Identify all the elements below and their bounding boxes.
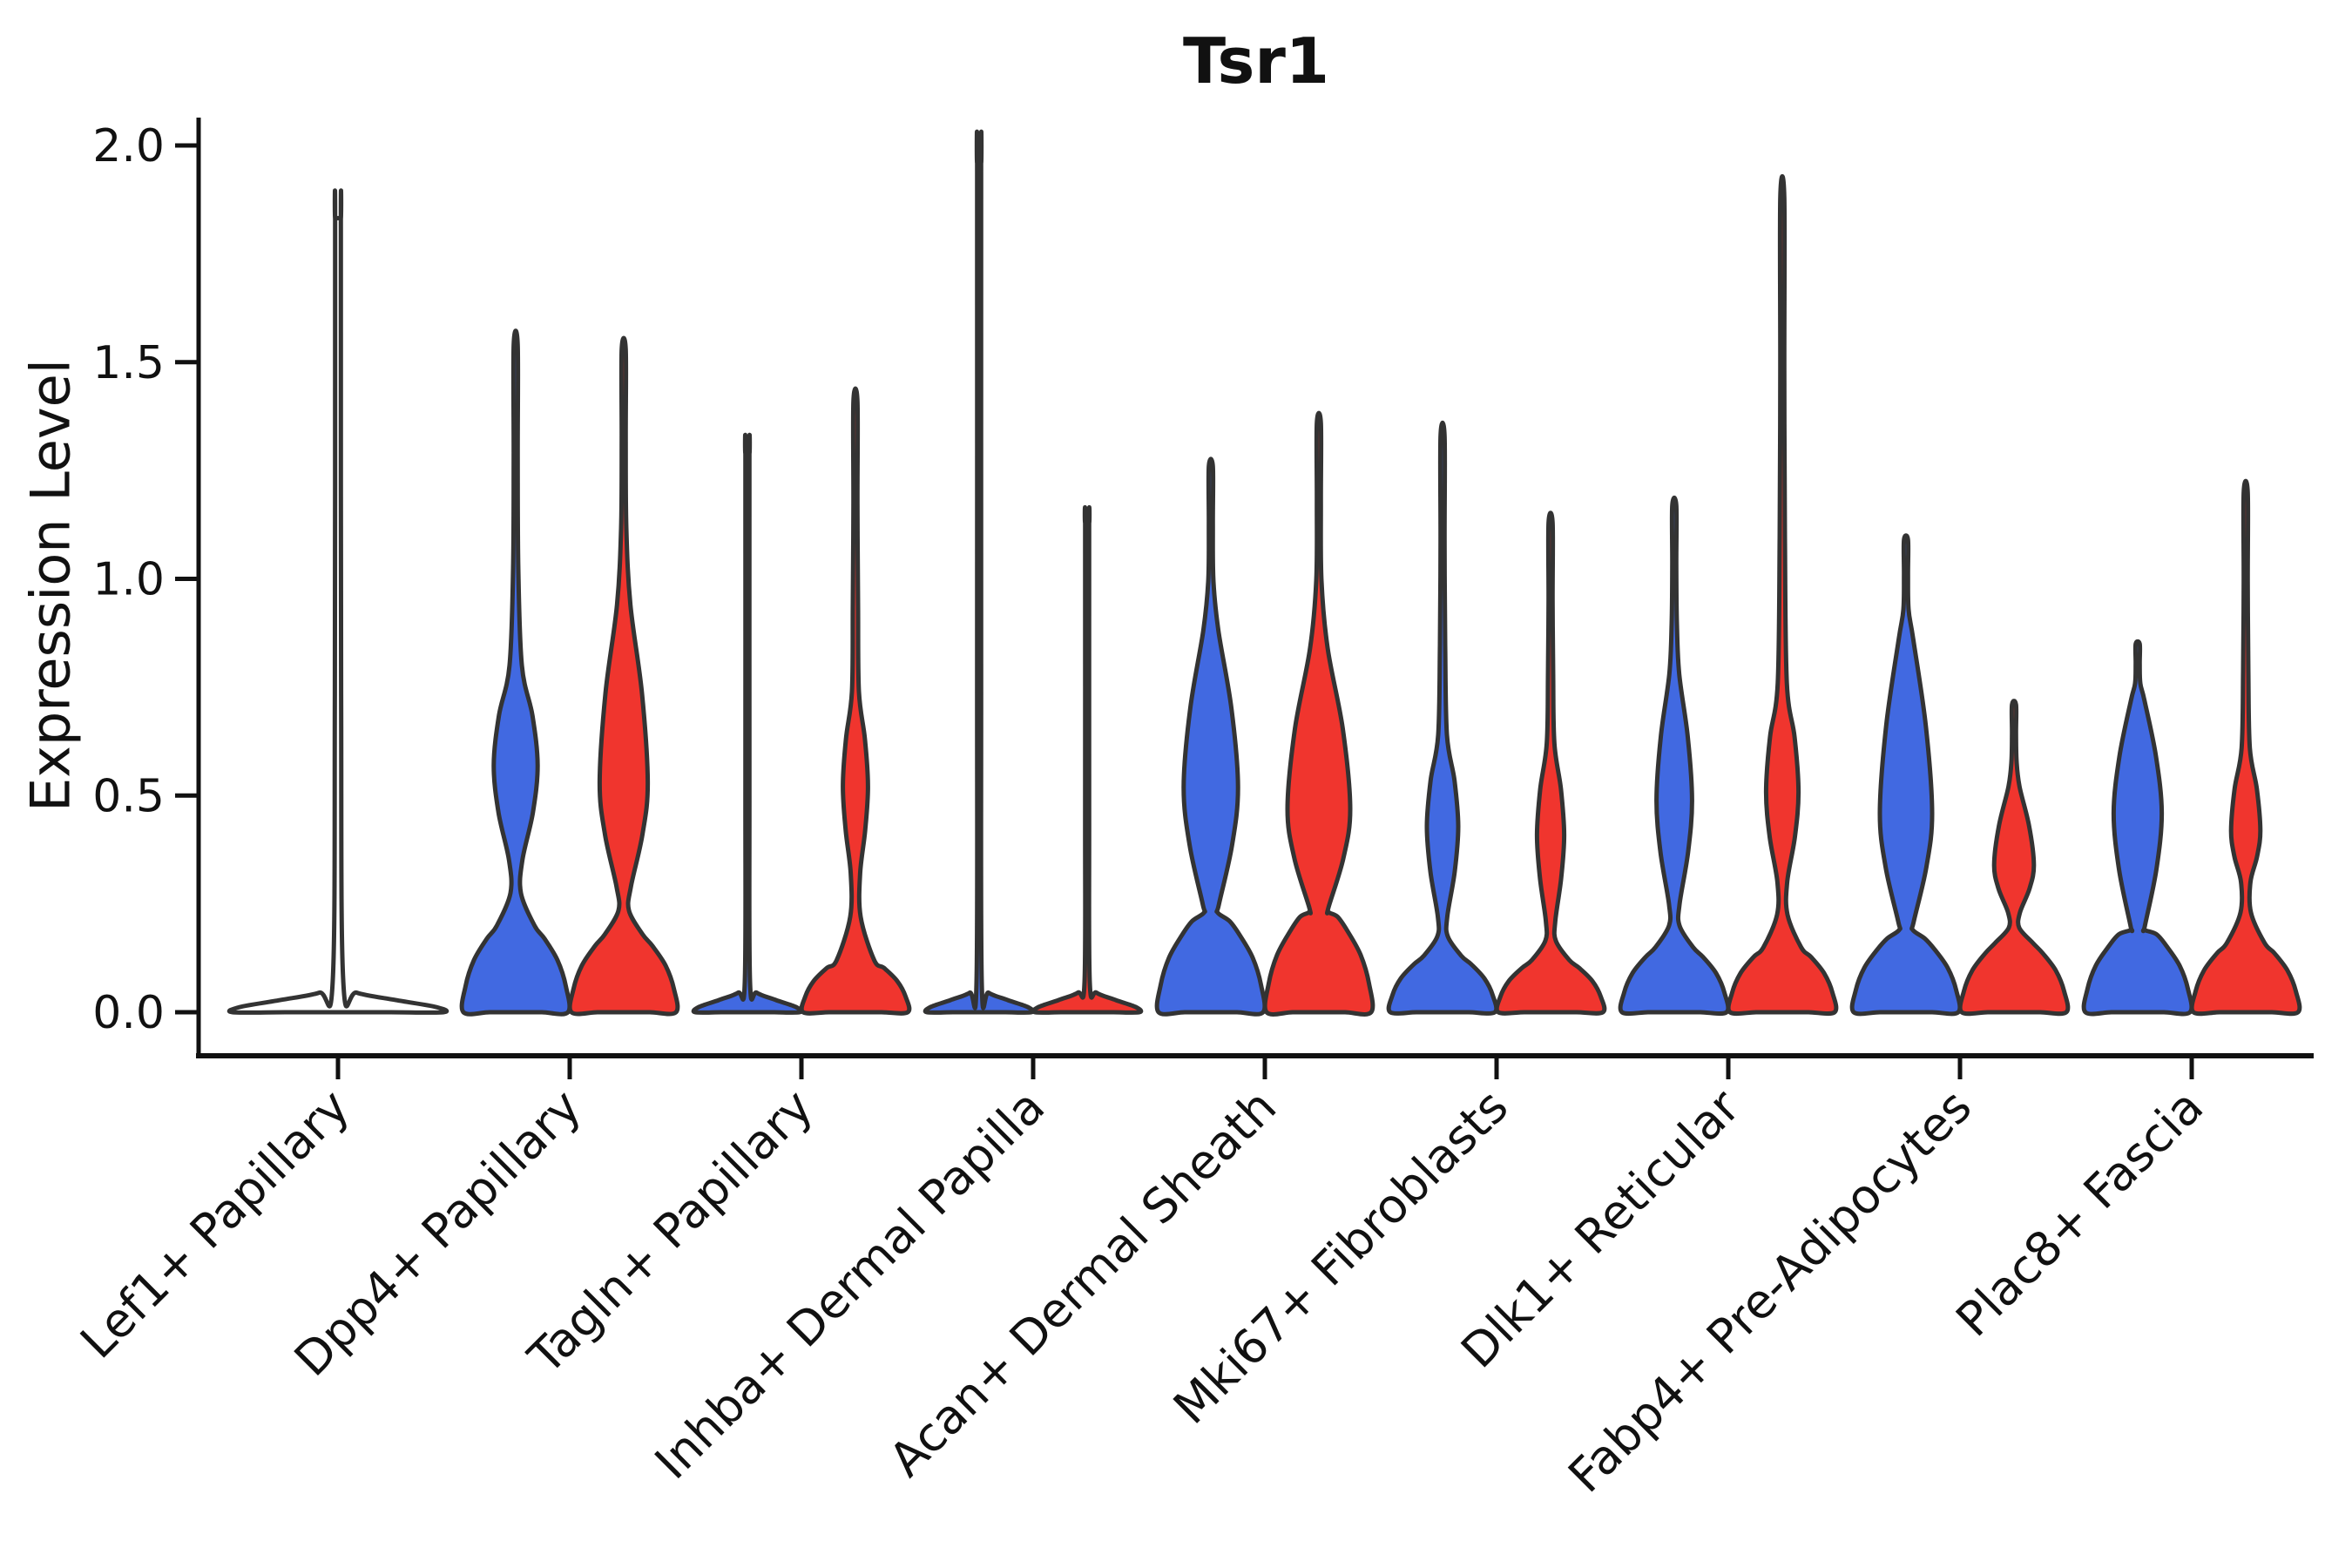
violin-inhba-dermal-papilla-left — [923, 129, 1036, 1015]
violin-mki67-fibroblasts-left — [1386, 420, 1499, 1016]
x-tick-label: Plac8+ Fascia — [1945, 1079, 2213, 1348]
violin-plac8-fascia-right — [2189, 478, 2302, 1017]
y-tick-label: 1.0 — [92, 554, 165, 606]
y-axis-label: Expression Level — [18, 359, 83, 812]
violin-fabp4-pre-adipocytes-right — [1957, 699, 2071, 1017]
violin-tagln-papillary-right — [799, 386, 912, 1016]
y-tick-label: 1.5 — [92, 337, 165, 389]
violin-mki67-fibroblasts-right — [1494, 510, 1607, 1016]
x-tick-label: Inhba+ Dermal Papilla — [645, 1079, 1055, 1490]
y-tick-label: 0.5 — [92, 770, 165, 822]
violin-dpp4-papillary-left — [459, 328, 572, 1017]
x-tick-label: Fabp4+ Pre-Adipocytes — [1558, 1079, 1982, 1504]
violin-dlk1-reticular-right — [1726, 174, 1839, 1017]
y-tick-label: 0.0 — [92, 987, 165, 1039]
x-tick-label: Acan+ Dermal Sheath — [879, 1079, 1287, 1487]
violin-plac8-fascia-left — [2081, 639, 2194, 1017]
violin-inhba-dermal-papilla-right — [1031, 504, 1144, 1015]
chart-title: Tsr1 — [1182, 24, 1329, 98]
y-tick-label: 2.0 — [92, 120, 165, 172]
violin-lef1-papillary-center — [226, 188, 449, 1015]
violin-tagln-papillary-left — [691, 432, 804, 1015]
violin-dlk1-reticular-left — [1618, 495, 1731, 1017]
violin-acan-dermal-sheath-left — [1154, 456, 1267, 1017]
violin-fabp4-pre-adipocytes-left — [1849, 533, 1963, 1017]
violin-acan-dermal-sheath-right — [1262, 410, 1375, 1017]
violin-dpp4-papillary-right — [567, 335, 680, 1017]
